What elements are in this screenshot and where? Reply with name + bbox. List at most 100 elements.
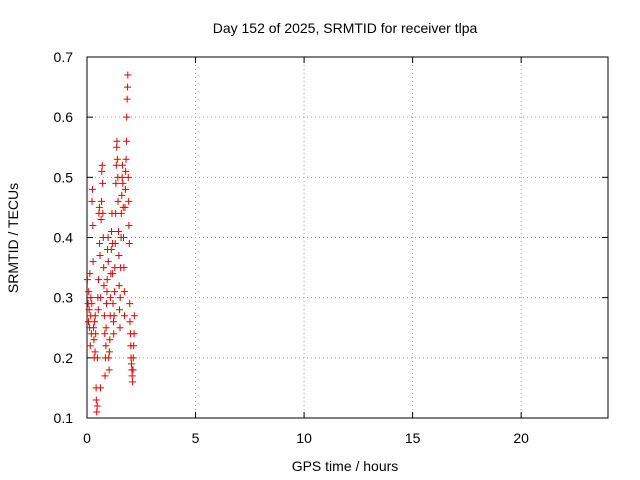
data-point xyxy=(104,234,112,241)
y-tick-label: 0.1 xyxy=(54,410,74,426)
data-point xyxy=(123,137,131,145)
data-point xyxy=(116,306,124,314)
data-point xyxy=(120,264,128,272)
data-point xyxy=(116,324,124,332)
data-point xyxy=(110,330,118,338)
data-point xyxy=(121,203,129,211)
data-point xyxy=(87,294,95,302)
data-point xyxy=(107,246,115,254)
data-point xyxy=(92,396,100,404)
x-tick-label: 10 xyxy=(296,430,312,446)
data-point xyxy=(114,227,122,235)
data-point xyxy=(104,258,112,266)
chart-title: Day 152 of 2025, SRMTID for receiver tlp… xyxy=(213,20,478,36)
x-tick-label: 15 xyxy=(405,430,421,446)
data-point xyxy=(122,167,130,175)
data-point xyxy=(95,203,103,211)
x-tick-label: 0 xyxy=(83,430,91,446)
data-point xyxy=(97,294,105,302)
data-point xyxy=(121,185,129,193)
data-point xyxy=(96,252,104,260)
data-point xyxy=(97,215,105,223)
data-point xyxy=(100,264,108,272)
data-point xyxy=(118,161,126,169)
data-point xyxy=(92,330,100,338)
data-point xyxy=(118,191,126,199)
data-point xyxy=(124,83,132,91)
data-point xyxy=(111,264,119,272)
y-tick-label: 0.2 xyxy=(54,350,74,366)
y-tick-label: 0.7 xyxy=(54,49,74,65)
data-point xyxy=(89,221,97,229)
data-point xyxy=(88,185,96,193)
data-point xyxy=(93,402,101,410)
data-point xyxy=(129,378,137,386)
data-point xyxy=(103,288,111,296)
data-point xyxy=(130,330,138,338)
y-tick-label: 0.6 xyxy=(54,109,74,125)
data-point xyxy=(91,318,99,326)
data-point xyxy=(129,354,137,362)
data-point xyxy=(98,161,106,169)
data-point xyxy=(110,312,118,320)
data-point xyxy=(105,366,113,374)
data-point xyxy=(112,179,120,187)
data-point xyxy=(109,270,117,278)
data-point xyxy=(128,372,136,380)
data-point xyxy=(88,300,96,308)
x-tick-label: 20 xyxy=(513,430,529,446)
data-point xyxy=(119,179,127,187)
data-point xyxy=(114,197,122,205)
data-point xyxy=(91,312,99,320)
data-point xyxy=(123,113,131,121)
y-axis-label: SRMTID / TECUs xyxy=(5,183,21,293)
data-point xyxy=(105,354,113,362)
data-point xyxy=(86,270,94,278)
data-point xyxy=(125,197,133,205)
data-point xyxy=(98,197,106,205)
data-point xyxy=(126,300,134,308)
data-point xyxy=(116,294,124,302)
y-tick-label: 0.5 xyxy=(54,169,74,185)
data-point xyxy=(124,71,132,79)
data-point xyxy=(90,324,98,332)
data-point xyxy=(113,137,121,145)
data-point xyxy=(122,155,130,163)
data-point xyxy=(85,306,93,314)
data-point xyxy=(99,209,107,217)
data-point xyxy=(106,294,114,302)
data-point xyxy=(106,336,114,344)
data-point xyxy=(99,179,107,187)
data-point xyxy=(93,408,101,416)
data-point xyxy=(119,234,127,241)
data-point xyxy=(91,348,99,356)
data-point xyxy=(93,354,101,362)
data-point xyxy=(96,240,104,248)
data-point xyxy=(120,288,128,296)
data-point xyxy=(124,173,132,181)
data-point xyxy=(125,221,133,229)
data-point xyxy=(118,173,126,181)
y-tick-label: 0.3 xyxy=(54,290,74,306)
data-point xyxy=(86,342,94,350)
data-point xyxy=(126,318,134,326)
data-point xyxy=(89,258,97,266)
data-point xyxy=(115,282,123,290)
data-point xyxy=(103,300,111,308)
data-point xyxy=(129,366,137,374)
data-point xyxy=(121,312,129,320)
data-point xyxy=(128,360,136,368)
data-points xyxy=(83,71,138,416)
data-point xyxy=(100,312,108,320)
data-point xyxy=(90,336,98,344)
data-point xyxy=(108,227,116,235)
x-axis-label: GPS time / hours xyxy=(292,458,399,474)
x-tick-label: 5 xyxy=(192,430,200,446)
data-point xyxy=(105,348,113,356)
data-point xyxy=(103,276,111,284)
data-point xyxy=(130,342,138,350)
grid xyxy=(87,57,608,418)
data-point xyxy=(111,240,119,248)
data-point xyxy=(88,197,96,205)
data-point xyxy=(111,288,119,296)
